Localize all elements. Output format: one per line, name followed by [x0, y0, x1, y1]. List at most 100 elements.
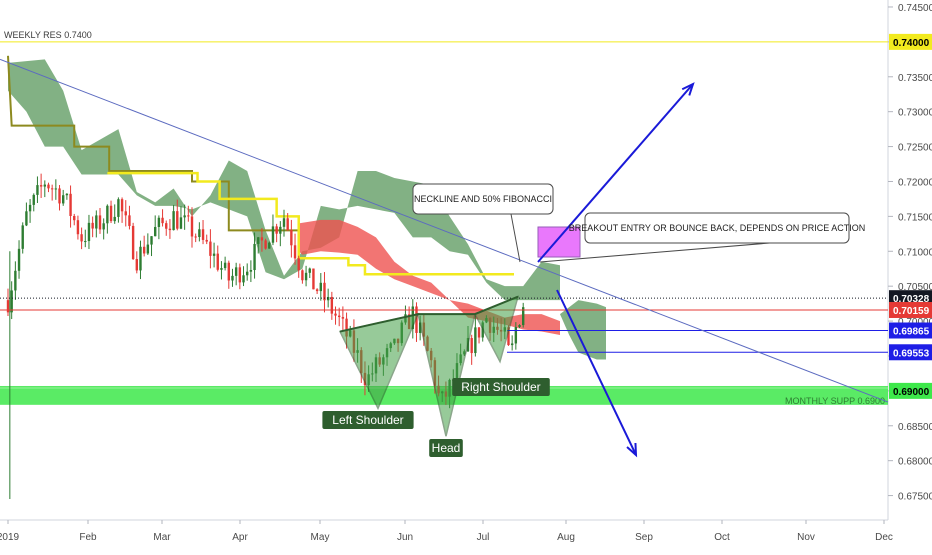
- neckline-callout-pointer: [510, 213, 521, 263]
- y-tick-label: 0.74500: [898, 3, 932, 14]
- candle-body: [338, 315, 341, 318]
- candle-body: [220, 268, 223, 270]
- candle-body: [17, 248, 21, 271]
- candle-body: [415, 306, 418, 333]
- support-zone-label: MONTHLY SUPP 0.6900: [785, 396, 885, 406]
- price-label-bg: [889, 344, 932, 361]
- candle-body: [69, 193, 72, 216]
- candle-body: [470, 338, 473, 354]
- level-label: WEEKLY RES 0.7400: [4, 30, 92, 40]
- price-label-bg: [889, 322, 932, 339]
- candle-body: [223, 262, 227, 269]
- candle-body: [109, 205, 113, 222]
- candle-body: [98, 215, 102, 230]
- neckline-callout-text: NECKLINE AND 50% FIBONACCI: [414, 194, 552, 204]
- right-shoulder-label-text: Right Shoulder: [461, 380, 540, 394]
- ichimoku-cloud-red: [298, 219, 560, 336]
- candle-body: [150, 236, 153, 245]
- price-label-text: 0.70159: [893, 306, 930, 317]
- neckline-callout-box: [412, 183, 554, 215]
- candle-body: [25, 211, 28, 226]
- candle-body: [194, 236, 197, 238]
- candle-body: [315, 289, 319, 292]
- candle-body: [179, 217, 183, 229]
- candle-body: [510, 343, 514, 346]
- candle-body: [304, 272, 308, 281]
- candle-body: [102, 223, 105, 230]
- price-label-text: 0.69553: [893, 348, 930, 359]
- x-tick-label: Dec: [875, 532, 893, 543]
- candle-body: [474, 327, 477, 354]
- breakout-callout: BREAKOUT ENTRY OR BOUNCE BACK, DEPENDS O…: [539, 212, 866, 263]
- candle-body: [330, 296, 334, 314]
- candle-body: [172, 211, 175, 231]
- candle-body: [345, 318, 348, 337]
- y-tick-label: 0.72000: [898, 177, 932, 188]
- x-tick-label: Apr: [232, 532, 248, 543]
- price-label-bg: [889, 33, 932, 50]
- candle-body: [135, 259, 138, 271]
- candle-body: [14, 270, 17, 291]
- candle-body: [216, 253, 219, 270]
- arrow-down-shaft: [556, 289, 637, 456]
- breakout-callout-text: BREAKOUT ENTRY OR BOUNCE BACK, DEPENDS O…: [569, 223, 866, 233]
- x-tick-label: 2019: [0, 532, 20, 543]
- x-tick-label: Nov: [797, 532, 815, 543]
- candle-body: [271, 226, 275, 243]
- price-label-bg: [889, 301, 932, 318]
- arrow-down-head: [626, 442, 638, 458]
- x-tick-label: Mar: [153, 532, 171, 543]
- candle-body: [10, 290, 13, 313]
- candle-body: [168, 228, 172, 231]
- candle-body: [257, 237, 260, 244]
- x-tick-label: Jul: [477, 532, 490, 543]
- candle-body: [293, 245, 297, 259]
- candle-body: [260, 237, 264, 241]
- candle-body: [253, 243, 256, 271]
- candle-body: [54, 188, 58, 190]
- y-tick-label: 0.73000: [898, 108, 932, 119]
- price-label: 0.69865: [889, 322, 932, 339]
- candle-body: [246, 271, 249, 276]
- candle-body: [234, 267, 238, 276]
- price-label-text: 0.70328: [893, 294, 930, 305]
- candle-body: [301, 270, 304, 281]
- candle-body: [87, 222, 91, 242]
- candle-body: [249, 270, 253, 272]
- candle-body: [142, 246, 146, 254]
- candle-body: [187, 215, 190, 217]
- price-label: 0.69553: [889, 344, 932, 361]
- price-label: 0.74000: [889, 33, 932, 50]
- arrow-up-shaft: [537, 83, 694, 263]
- candle-body: [62, 195, 65, 204]
- candle-body: [326, 296, 330, 301]
- price-label: 0.70159: [889, 301, 932, 318]
- candle-body: [477, 327, 481, 338]
- left-shoulder-label: Left Shoulder: [322, 411, 414, 429]
- candle-body: [120, 199, 124, 212]
- y-tick-label: 0.68500: [898, 422, 932, 433]
- candle-body: [124, 211, 127, 216]
- candle-body: [95, 215, 98, 229]
- right-shoulder-label-bg: [452, 378, 550, 396]
- y-tick-label: 0.67500: [898, 492, 932, 503]
- price-label-bg: [889, 382, 932, 399]
- candle-body: [297, 258, 300, 271]
- y-tick-label: 0.71500: [898, 212, 932, 223]
- candle-body: [238, 267, 242, 283]
- candle-body: [209, 241, 212, 256]
- candle-body: [507, 327, 510, 346]
- candle-body: [242, 275, 245, 283]
- candle-body: [518, 325, 521, 327]
- y-tick-label: 0.72500: [898, 143, 932, 154]
- y-tick-label: 0.71000: [898, 247, 932, 258]
- candle-body: [282, 218, 286, 227]
- head-label-text: Head: [432, 441, 461, 455]
- x-tick-label: Feb: [79, 532, 97, 543]
- y-tick-label: 0.73500: [898, 73, 932, 84]
- candle-body: [157, 217, 161, 227]
- candle-body: [176, 211, 179, 229]
- x-tick-label: Aug: [557, 532, 575, 543]
